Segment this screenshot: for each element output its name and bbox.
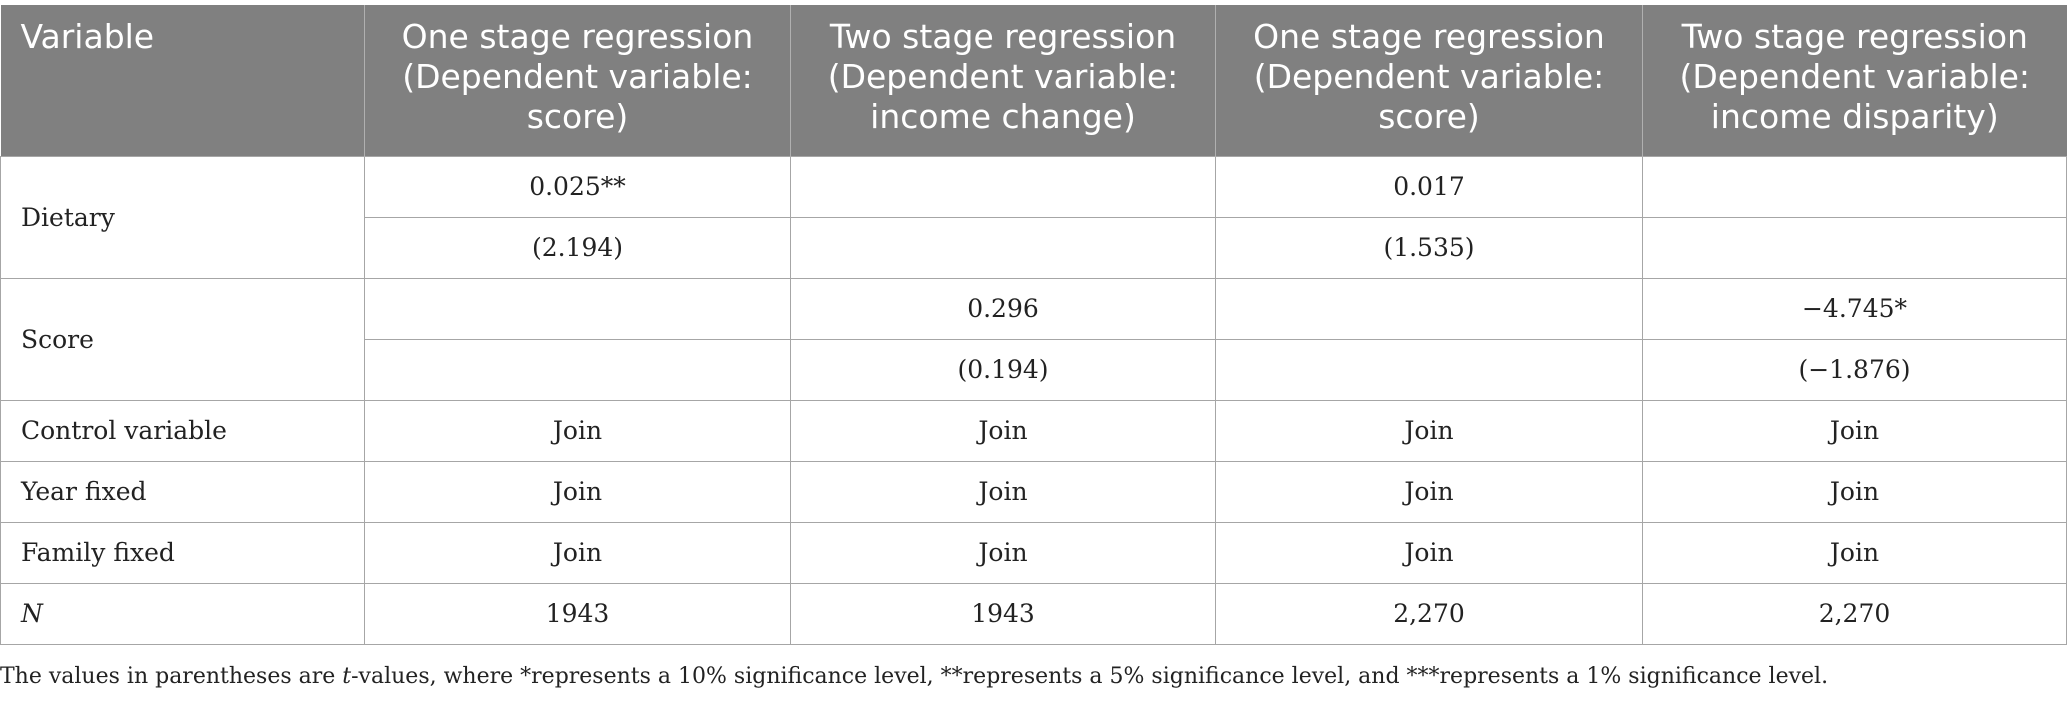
cell-year-2: Join — [790, 460, 1216, 523]
cell-dietary-tval-2 — [790, 216, 1216, 279]
cell-year-1: Join — [364, 460, 791, 523]
cell-score-tval-1 — [364, 338, 791, 401]
row-label-dietary: Dietary — [0, 155, 365, 279]
cell-year-4: Join — [1642, 460, 2067, 523]
cell-score-coef-3 — [1215, 277, 1643, 340]
cell-score-coef-4: −4.745* — [1642, 277, 2067, 340]
cell-dietary-tval-3: (1.535) — [1215, 216, 1643, 279]
cell-dietary-tval-1: (2.194) — [364, 216, 791, 279]
table-row-n: N 1943 1943 2,270 2,270 — [0, 582, 2067, 645]
header-col-4: Two stage regression (Dependent variable… — [1642, 5, 2067, 156]
cell-n-4: 2,270 — [1642, 582, 2067, 645]
header-col-3: One stage regression (Dependent variable… — [1215, 5, 1643, 156]
cell-dietary-coef-2 — [790, 155, 1216, 218]
table-row-control: Control variable Join Join Join Join — [0, 399, 2067, 462]
row-label-control: Control variable — [0, 399, 365, 462]
header-col-2: Two stage regression (Dependent variable… — [790, 5, 1216, 156]
table-footnote: The values in parentheses are t-values, … — [0, 664, 1828, 689]
cell-family-3: Join — [1215, 521, 1643, 584]
table-body: Dietary 0.025** 0.017 (2.194) (1.535) Sc… — [0, 155, 2067, 645]
cell-score-tval-3 — [1215, 338, 1643, 401]
cell-dietary-coef-1: 0.025** — [364, 155, 791, 218]
cell-n-2: 1943 — [790, 582, 1216, 645]
cell-year-3: Join — [1215, 460, 1643, 523]
cell-control-4: Join — [1642, 399, 2067, 462]
table-header: Variable One stage regression (Dependent… — [0, 5, 2067, 156]
cell-control-2: Join — [790, 399, 1216, 462]
cell-family-2: Join — [790, 521, 1216, 584]
table-row-family: Family fixed Join Join Join Join — [0, 521, 2067, 584]
table-row-dietary-coef: Dietary 0.025** 0.017 — [0, 155, 2067, 279]
cell-family-4: Join — [1642, 521, 2067, 584]
cell-n-3: 2,270 — [1215, 582, 1643, 645]
row-label-n: N — [0, 582, 365, 645]
cell-score-coef-2: 0.296 — [790, 277, 1216, 340]
footnote-t-italic: t — [342, 664, 352, 689]
regression-table-container: Variable One stage regression (Dependent… — [0, 5, 2067, 645]
header-col-1: One stage regression (Dependent variable… — [364, 5, 791, 156]
cell-control-1: Join — [364, 399, 791, 462]
table-row-year: Year fixed Join Join Join Join — [0, 460, 2067, 523]
header-row: Variable One stage regression (Dependent… — [0, 5, 2067, 156]
footnote-suffix: -values, where *represents a 10% signifi… — [351, 664, 1829, 689]
row-label-year: Year fixed — [0, 460, 365, 523]
cell-n-1: 1943 — [364, 582, 791, 645]
cell-dietary-tval-4 — [1642, 216, 2067, 279]
regression-table: Variable One stage regression (Dependent… — [0, 5, 2067, 645]
cell-dietary-coef-4 — [1642, 155, 2067, 218]
row-label-family: Family fixed — [0, 521, 365, 584]
cell-family-1: Join — [364, 521, 791, 584]
table-row-score-tval: (0.194) (−1.876) — [1, 338, 2067, 401]
footnote-prefix: The values in parentheses are — [0, 664, 343, 689]
row-label-score: Score — [0, 277, 365, 401]
header-variable: Variable — [0, 5, 365, 156]
cell-control-3: Join — [1215, 399, 1643, 462]
cell-score-tval-4: (−1.876) — [1642, 338, 2067, 401]
table-row-score-coef: Score 0.296 −4.745* — [0, 277, 2067, 401]
cell-dietary-coef-3: 0.017 — [1215, 155, 1643, 218]
cell-score-tval-2: (0.194) — [790, 338, 1216, 401]
cell-score-coef-1 — [364, 277, 791, 340]
